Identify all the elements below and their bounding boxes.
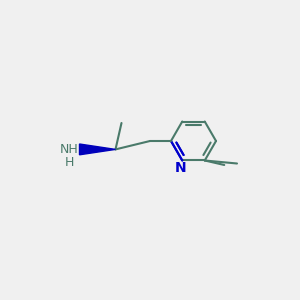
Polygon shape [80,144,116,155]
Text: H: H [64,156,74,170]
Text: N: N [175,161,187,175]
Text: NH: NH [60,143,78,156]
